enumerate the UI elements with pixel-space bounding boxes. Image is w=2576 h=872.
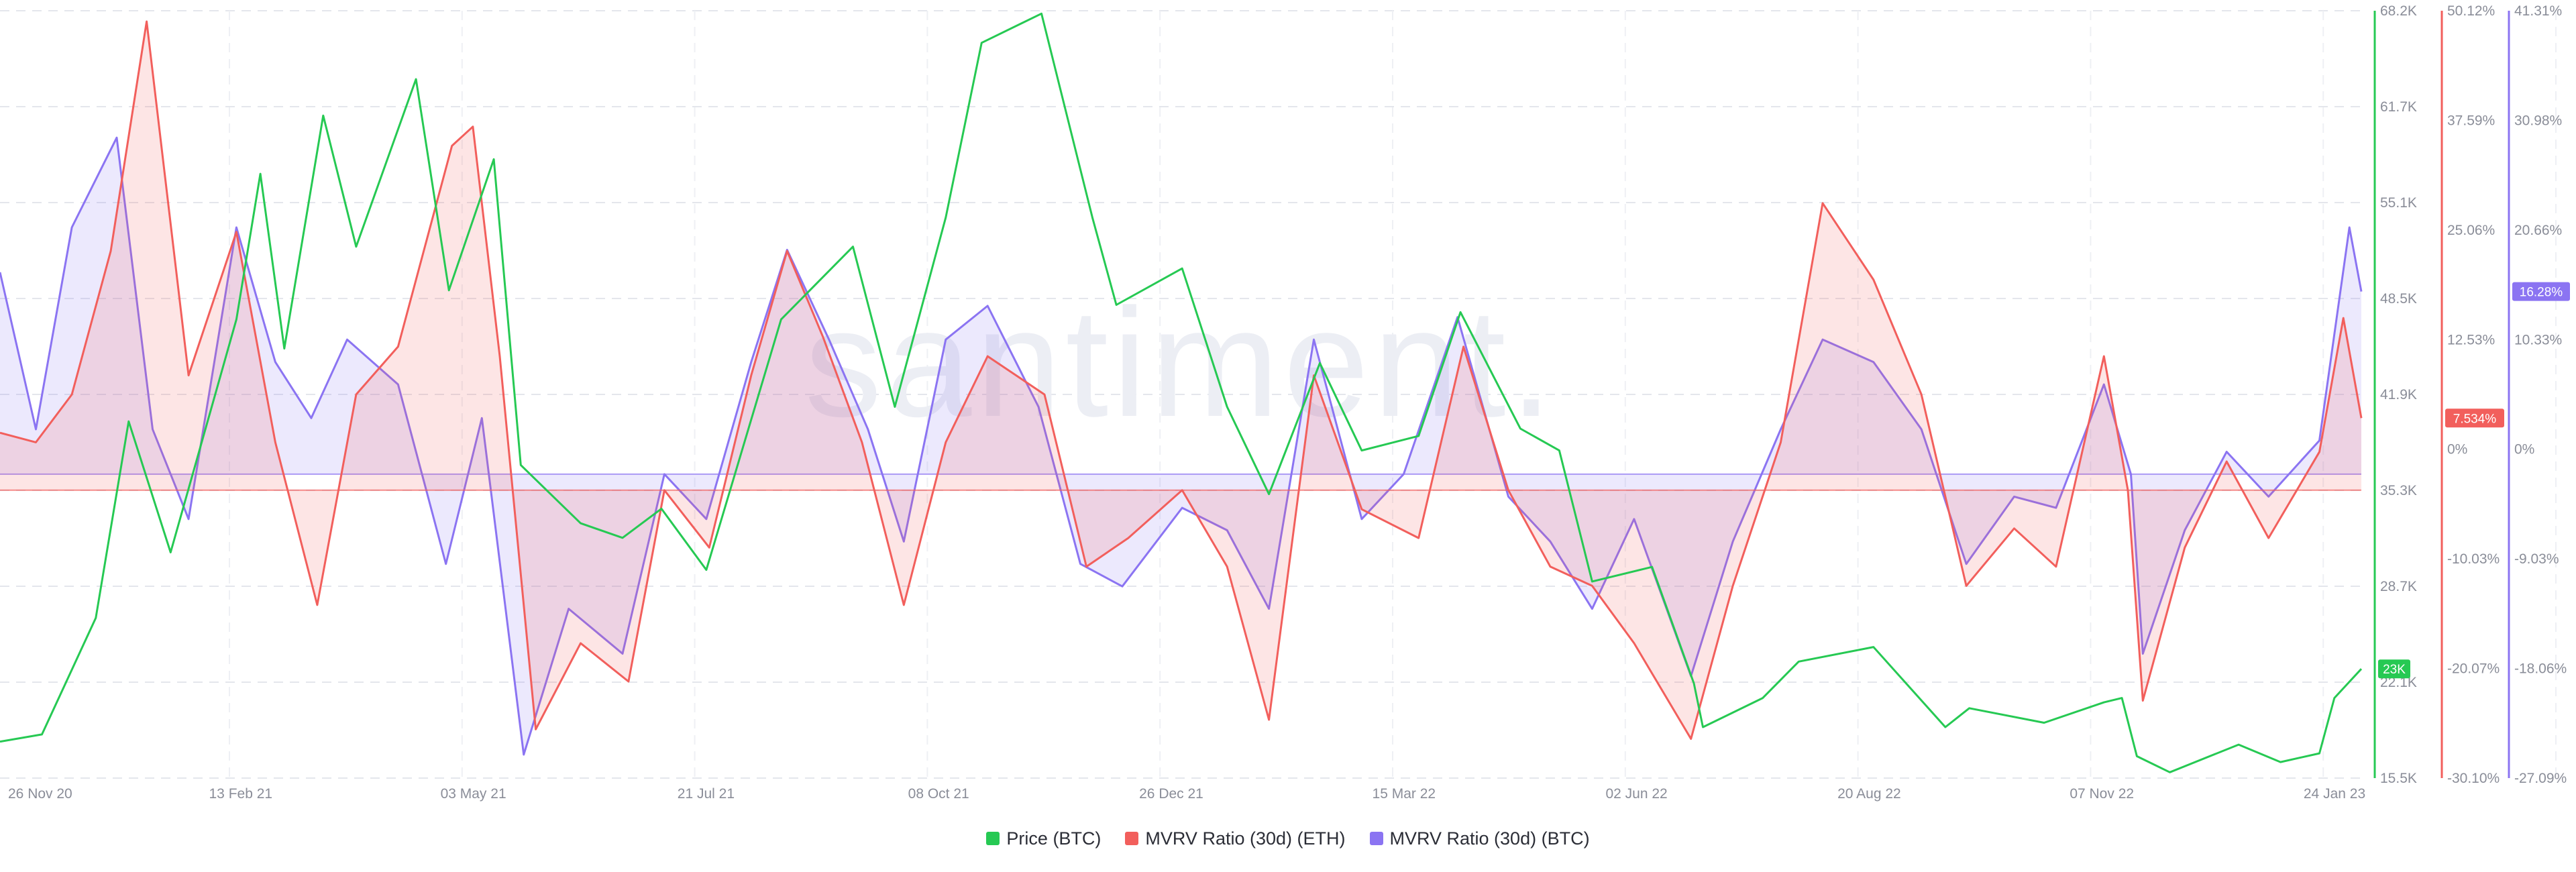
legend-swatch-mvrv-eth <box>1125 832 1139 845</box>
y-tick-label-mvrv-btc: -9.03% <box>2514 551 2559 567</box>
current-value-badge-mvrv-btc <box>2512 282 2570 301</box>
y-tick-label-mvrv-btc: 20.66% <box>2514 223 2562 238</box>
y-tick-label-price: 15.5K <box>2380 771 2417 786</box>
series-line-price <box>0 12 2363 773</box>
y-tick-label-mvrv-eth: 37.59% <box>2447 113 2495 128</box>
legend-label-mvrv-btc: MVRV Ratio (30d) (BTC) <box>1389 828 1590 849</box>
legend-label-mvrv-eth: MVRV Ratio (30d) (ETH) <box>1145 828 1346 849</box>
y-tick-label-price: 28.7K <box>2380 579 2417 594</box>
y-tick-label-mvrv-btc: 0% <box>2514 442 2534 457</box>
series-area-mvrv-eth <box>0 21 2361 739</box>
y-tick-label-mvrv-eth: 12.53% <box>2447 332 2495 347</box>
series-line-mvrv-eth <box>0 20 2363 740</box>
current-value-text-mvrv-btc: 16.28% <box>2520 286 2563 300</box>
y-tick-label-mvrv-eth: 0% <box>2447 442 2467 457</box>
y-tick-label-mvrv-btc: -27.09% <box>2514 771 2567 786</box>
x-tick-label: 08 Oct 21 <box>908 786 969 802</box>
x-tick-label: 26 Dec 21 <box>1139 786 1203 802</box>
y-tick-label-mvrv-btc: 10.33% <box>2514 332 2562 347</box>
current-value-text-mvrv-eth: 7.534% <box>2453 412 2497 426</box>
y-tick-label-mvrv-eth: -30.10% <box>2447 771 2500 786</box>
current-value-badge-mvrv-eth <box>2445 408 2504 428</box>
x-tick-label: 21 Jul 21 <box>678 786 735 802</box>
legend-swatch-mvrv-btc <box>1369 832 1383 845</box>
x-tick-label: 07 Nov 22 <box>2070 786 2134 802</box>
y-tick-label-price: 68.2K <box>2380 3 2417 19</box>
y-tick-label-price: 48.5K <box>2380 291 2417 307</box>
y-tick-label-price: 35.3K <box>2380 483 2417 498</box>
y-tick-label-mvrv-eth: 50.12% <box>2447 3 2495 19</box>
y-tick-label-price: 22.1K <box>2380 675 2417 690</box>
y-tick-label-mvrv-eth: 25.06% <box>2447 223 2495 238</box>
y-tick-label-mvrv-btc: 30.98% <box>2514 113 2562 128</box>
chart-legend: Price (BTC) MVRV Ratio (30d) (ETH) MVRV … <box>0 822 2576 855</box>
x-tick-label: 03 May 21 <box>441 786 506 802</box>
legend-item-price[interactable]: Price (BTC) <box>986 828 1101 849</box>
x-tick-label: 02 Jun 22 <box>1605 786 1667 802</box>
x-tick-label: 13 Feb 21 <box>209 786 273 802</box>
y-tick-label-price: 41.9K <box>2380 387 2417 402</box>
y-tick-label-mvrv-btc: 41.31% <box>2514 3 2562 19</box>
x-tick-label: 24 Jan 23 <box>2304 786 2365 802</box>
current-value-text-price: 23K <box>2383 663 2406 677</box>
y-tick-label-mvrv-btc: -18.06% <box>2514 661 2567 677</box>
y-tick-label-mvrv-eth: -10.03% <box>2447 551 2500 567</box>
legend-swatch-price <box>986 832 1000 845</box>
series-area-mvrv-btc <box>0 138 2361 755</box>
x-tick-label: 20 Aug 22 <box>1837 786 1901 802</box>
legend-label-price: Price (BTC) <box>1006 828 1102 849</box>
x-tick-label: 15 Mar 22 <box>1373 786 1436 802</box>
legend-item-mvrv-btc[interactable]: MVRV Ratio (30d) (BTC) <box>1369 828 1590 849</box>
legend-item-mvrv-eth[interactable]: MVRV Ratio (30d) (ETH) <box>1125 828 1346 849</box>
current-value-badge-price <box>2378 659 2410 679</box>
y-tick-label-price: 61.7K <box>2380 99 2417 115</box>
y-tick-label-mvrv-eth: -20.07% <box>2447 661 2500 677</box>
x-tick-label: 26 Nov 20 <box>8 786 72 802</box>
y-tick-label-price: 55.1K <box>2380 195 2417 211</box>
